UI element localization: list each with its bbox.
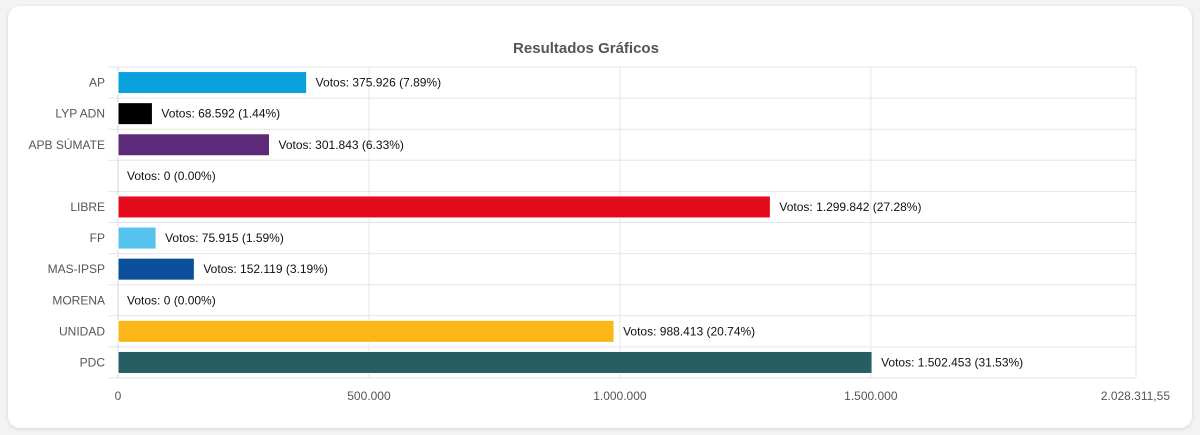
data-label: Votos: 301.843 (6.33%) xyxy=(278,138,403,152)
bar[interactable] xyxy=(117,133,270,157)
x-tick-label: 1.000.000 xyxy=(593,389,647,403)
category-label: MORENA xyxy=(52,293,105,307)
category-label: AP xyxy=(89,76,105,90)
data-label: Votos: 68.592 (1.44%) xyxy=(161,107,280,121)
category-label: LIBRE xyxy=(70,200,105,214)
bar[interactable] xyxy=(117,71,308,95)
bar[interactable] xyxy=(117,350,873,374)
category-label: FP xyxy=(90,231,105,245)
bar[interactable] xyxy=(117,319,615,343)
category-label: MAS-IPSP xyxy=(48,262,105,276)
data-label: Votos: 0 (0.00%) xyxy=(127,169,216,183)
x-tick-label: 1.500.000 xyxy=(844,389,898,403)
bar[interactable] xyxy=(117,195,771,219)
x-tick-label: 500.000 xyxy=(347,389,391,403)
x-tick-label: 2.028.311,55 xyxy=(1101,389,1171,403)
data-label: Votos: 1.299.842 (27.28%) xyxy=(779,200,921,214)
chart-title: Resultados Gráficos xyxy=(513,40,659,57)
category-label: PDC xyxy=(80,355,106,369)
category-label: LYP ADN xyxy=(55,107,105,121)
bar[interactable] xyxy=(117,257,195,281)
bar[interactable] xyxy=(117,102,153,126)
data-label: Votos: 988.413 (20.74%) xyxy=(623,324,755,338)
category-label: APB SÚMATE xyxy=(29,137,105,152)
data-label: Votos: 75.915 (1.59%) xyxy=(165,231,284,245)
x-tick-label: 0 xyxy=(115,389,122,403)
data-label: Votos: 375.926 (7.89%) xyxy=(316,76,441,90)
data-label: Votos: 152.119 (3.19%) xyxy=(203,262,328,276)
data-label: Votos: 0 (0.00%) xyxy=(127,293,216,307)
category-label: UNIDAD xyxy=(59,324,105,338)
data-label: Votos: 1.502.453 (31.53%) xyxy=(881,355,1023,369)
bar[interactable] xyxy=(117,226,157,250)
